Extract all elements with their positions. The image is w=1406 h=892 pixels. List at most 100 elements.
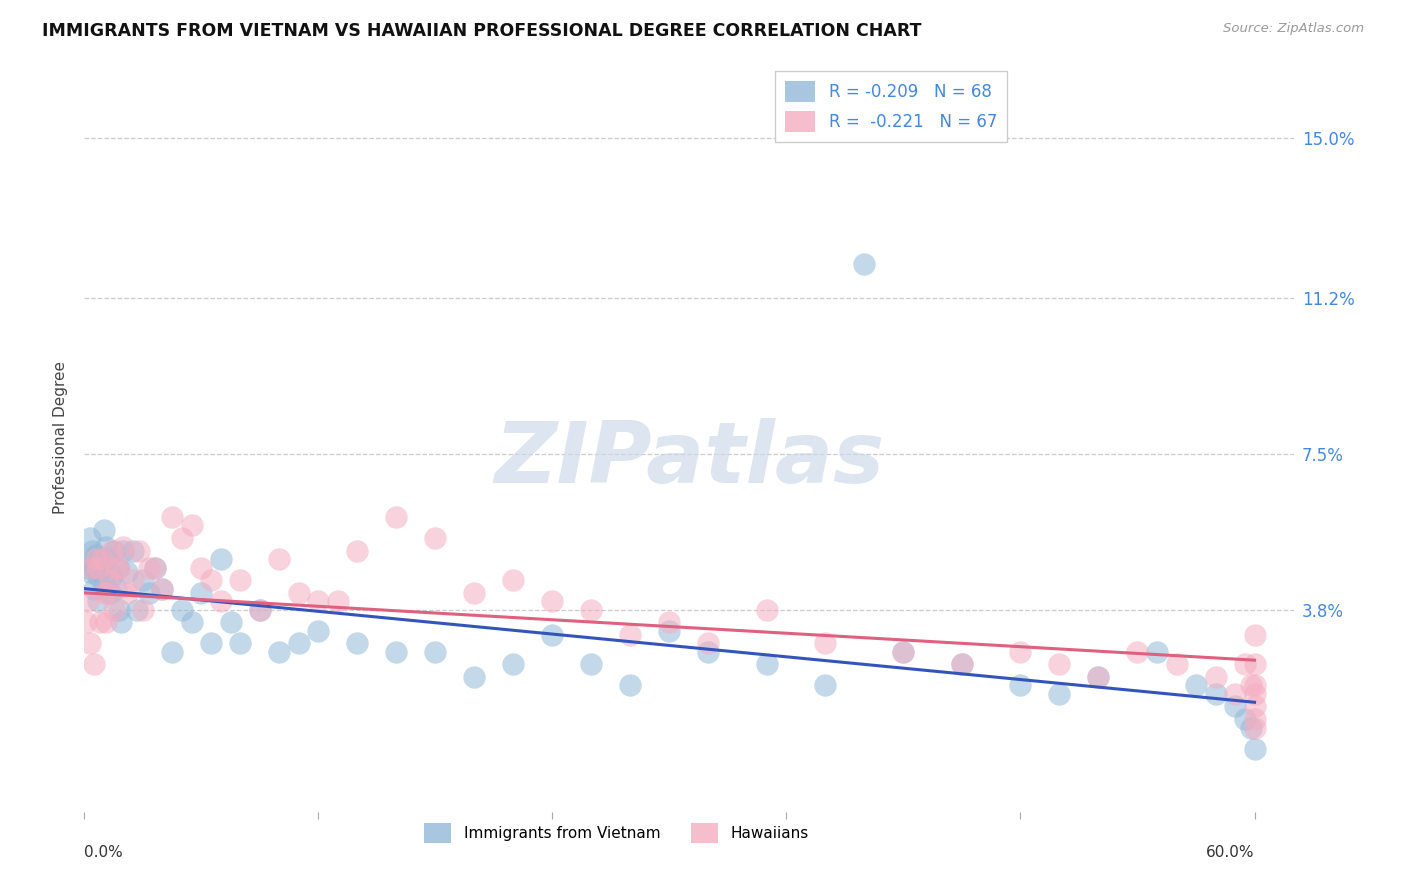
Point [814, 636, 837, 650]
Point [541, 594, 564, 608]
Point [288, 636, 311, 650]
Point [103, 602, 125, 616]
Point [132, 602, 155, 616]
Point [98, 573, 121, 587]
Point [658, 615, 681, 630]
Point [190, 586, 212, 600]
Point [425, 645, 447, 659]
Point [1233, 657, 1256, 672]
Point [1243, 712, 1265, 726]
Point [77, 560, 100, 574]
Point [117, 586, 139, 600]
Point [75, 552, 97, 566]
Point [1223, 699, 1246, 714]
Point [97, 586, 120, 600]
Point [170, 531, 193, 545]
Point [75, 615, 97, 630]
Point [93, 586, 115, 600]
Point [143, 560, 166, 574]
Point [108, 560, 131, 574]
Point [143, 560, 166, 574]
Point [170, 602, 193, 616]
Point [82, 543, 104, 558]
Point [150, 582, 173, 596]
Point [209, 594, 232, 608]
Text: 0.0%: 0.0% [84, 846, 124, 861]
Text: 60.0%: 60.0% [1206, 846, 1254, 861]
Point [200, 636, 222, 650]
Point [1205, 670, 1227, 684]
Point [1243, 678, 1265, 692]
Point [697, 645, 720, 659]
Point [950, 657, 973, 672]
Point [229, 636, 252, 650]
Point [84, 548, 107, 562]
Point [893, 645, 915, 659]
Point [89, 552, 111, 566]
Point [1243, 741, 1265, 756]
Point [87, 594, 110, 608]
Point [138, 560, 160, 574]
Point [269, 645, 291, 659]
Point [1243, 657, 1265, 672]
Point [1243, 628, 1265, 642]
Point [83, 582, 105, 596]
Point [1239, 721, 1261, 735]
Point [229, 573, 252, 587]
Point [755, 602, 778, 616]
Point [200, 573, 222, 587]
Point [463, 670, 485, 684]
Point [90, 552, 112, 566]
Point [269, 552, 291, 566]
Point [249, 602, 271, 616]
Point [346, 543, 368, 558]
Point [541, 628, 564, 642]
Point [502, 573, 524, 587]
Point [209, 552, 232, 566]
Point [502, 657, 524, 672]
Point [385, 510, 408, 524]
Point [103, 543, 125, 558]
Point [619, 678, 641, 692]
Point [100, 543, 122, 558]
Point [1146, 645, 1168, 659]
Point [98, 586, 121, 600]
Point [125, 602, 148, 616]
Point [190, 560, 212, 574]
Point [150, 582, 173, 596]
Point [89, 615, 111, 630]
Point [82, 560, 104, 574]
Point [132, 573, 155, 587]
Point [94, 540, 117, 554]
Point [463, 586, 485, 600]
Point [249, 602, 271, 616]
Point [128, 543, 150, 558]
Point [77, 594, 100, 608]
Point [1010, 678, 1032, 692]
Point [385, 645, 408, 659]
Point [79, 565, 101, 579]
Point [94, 615, 117, 630]
Point [122, 543, 145, 558]
Point [97, 552, 120, 566]
Point [122, 573, 145, 587]
Point [1185, 678, 1208, 692]
Point [326, 594, 349, 608]
Point [1243, 699, 1265, 714]
Point [288, 586, 311, 600]
Text: Source: ZipAtlas.com: Source: ZipAtlas.com [1223, 22, 1364, 36]
Point [307, 594, 329, 608]
Point [1049, 657, 1071, 672]
Text: ZIPatlas: ZIPatlas [494, 418, 884, 501]
Point [1087, 670, 1109, 684]
Point [117, 565, 139, 579]
Point [893, 645, 915, 659]
Point [83, 560, 105, 574]
Point [1243, 687, 1265, 701]
Point [84, 552, 107, 566]
Point [87, 569, 110, 583]
Legend: Immigrants from Vietnam, Hawaiians: Immigrants from Vietnam, Hawaiians [418, 817, 815, 849]
Point [1010, 645, 1032, 659]
Point [93, 577, 115, 591]
Point [93, 523, 115, 537]
